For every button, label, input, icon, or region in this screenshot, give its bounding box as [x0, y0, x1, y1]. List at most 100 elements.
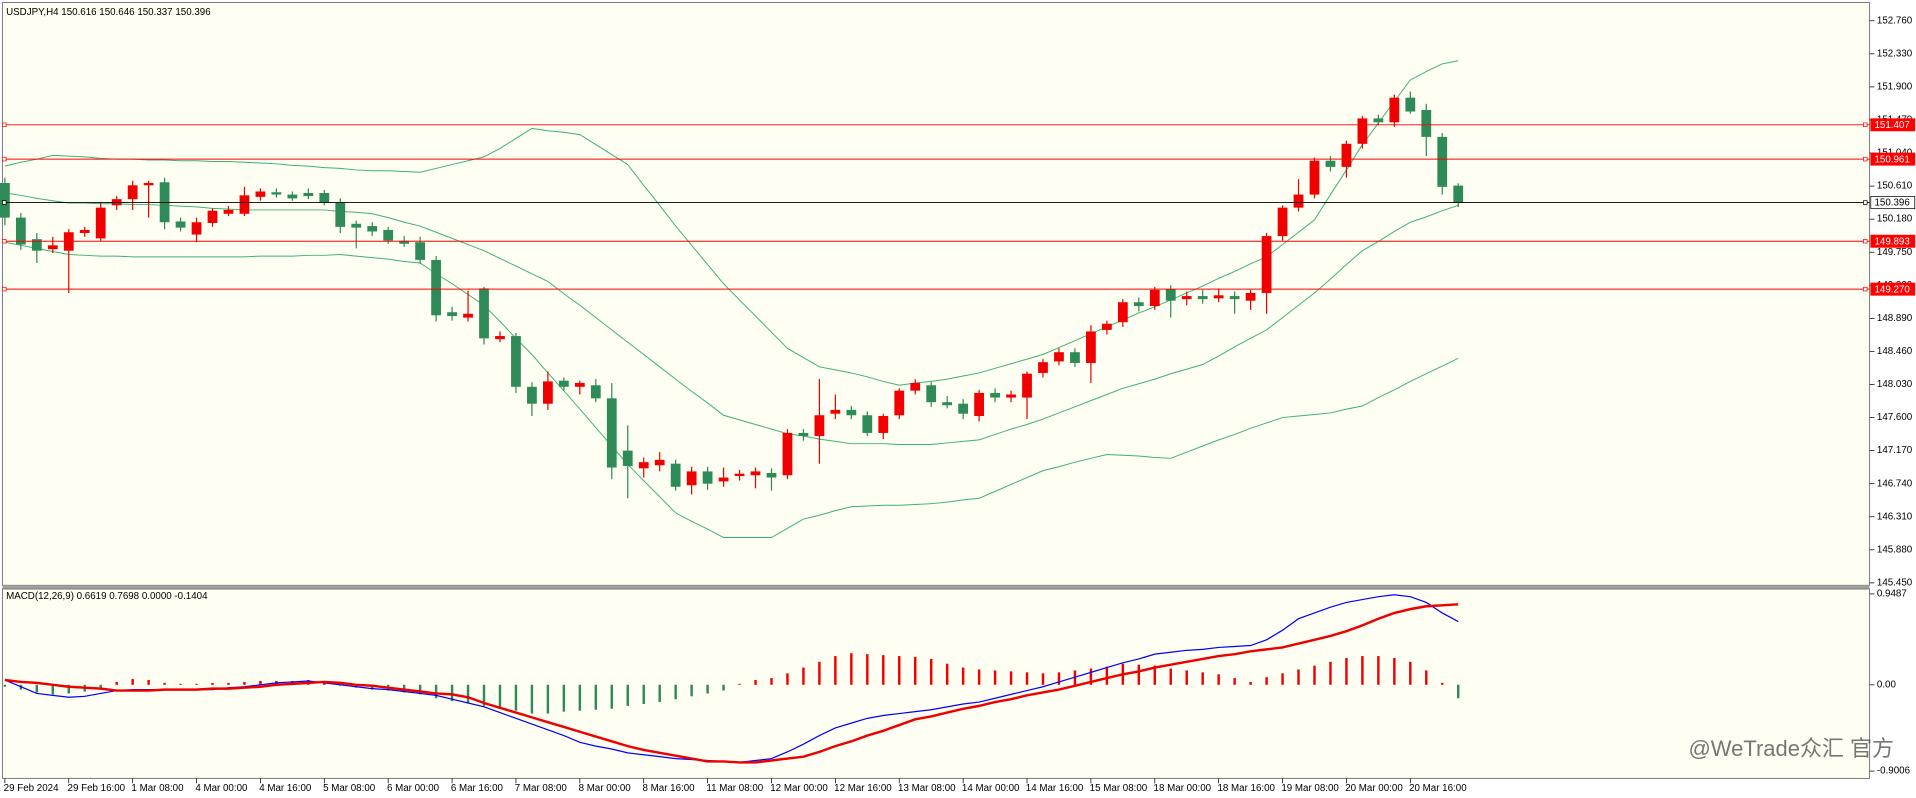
candle-body [1022, 373, 1032, 398]
histogram-bar [626, 684, 629, 706]
histogram-bar [1265, 677, 1268, 685]
candle-body [734, 473, 745, 476]
x-tick-label: 5 Mar 08:00 [323, 783, 376, 794]
histogram-bar [674, 684, 677, 700]
histogram-bar [514, 684, 518, 711]
candle-body [558, 380, 569, 387]
candle-body [1165, 289, 1176, 301]
x-tick-label: 14 Mar 00:00 [962, 783, 1020, 794]
y-tick-label: 148.030 [1877, 379, 1913, 390]
x-tick-label: 20 Mar 16:00 [1409, 783, 1467, 794]
candle-body [1181, 296, 1192, 300]
histogram-bar [530, 684, 534, 714]
histogram-bar [163, 682, 166, 685]
x-tick-label: 29 Feb 16:00 [68, 783, 126, 794]
histogram-bar [850, 653, 853, 685]
candle-body [175, 221, 186, 228]
histogram-bar [195, 683, 198, 685]
candle-body [1229, 296, 1240, 300]
histogram-bar [610, 684, 613, 709]
level-handle [2, 156, 7, 162]
candle-body [431, 259, 441, 316]
histogram-bar [786, 673, 789, 685]
candle-body [766, 472, 777, 478]
histogram-bar [754, 680, 757, 685]
level-handle [2, 286, 7, 292]
candle-body [878, 416, 889, 433]
candle-body [798, 432, 809, 437]
histogram-bar [642, 684, 645, 704]
candle-body [1341, 143, 1352, 167]
histogram-bar [450, 684, 454, 702]
candle-body [1261, 236, 1272, 293]
level-label: 150.961 [1874, 154, 1909, 165]
y-tick-label: 145.880 [1877, 544, 1913, 555]
candle-body [1149, 289, 1160, 307]
histogram-bar [1105, 666, 1109, 685]
x-tick-label: 13 Mar 08:00 [898, 783, 956, 794]
x-tick-label: 11 Mar 08:00 [706, 783, 763, 794]
candle-body [1117, 302, 1128, 323]
candle-body [95, 207, 106, 239]
histogram-bar [370, 684, 374, 690]
y-tick-label: 148.890 [1877, 313, 1913, 324]
x-tick-label: 8 Mar 00:00 [579, 783, 632, 794]
histogram-bar [35, 684, 39, 693]
line-series [4, 241, 1459, 539]
candle-body [15, 217, 26, 245]
histogram-bar [1089, 668, 1093, 685]
level-handle [2, 239, 7, 244]
histogram-bar [993, 670, 997, 685]
histogram-bar [1009, 671, 1013, 685]
candle-body [31, 239, 42, 251]
histogram-bar [546, 684, 550, 714]
chart-title: USDJPY,H4 150.616 150.646 150.337 150.39… [6, 7, 211, 18]
histogram-bar [658, 684, 661, 703]
histogram-bar [179, 683, 182, 685]
histogram-bar [977, 669, 981, 685]
histogram-bar [1457, 684, 1460, 699]
x-tick-label: 14 Mar 16:00 [1026, 783, 1084, 794]
histogram-bar [1297, 669, 1300, 685]
y-tick-label: 151.900 [1877, 81, 1913, 92]
candle-body [686, 471, 697, 486]
candle-body [590, 385, 601, 399]
histogram-bar [1169, 668, 1172, 685]
candle-body [958, 403, 969, 414]
histogram-bar [834, 656, 837, 685]
histogram-bar [1185, 670, 1188, 685]
candle-body [1405, 97, 1416, 112]
y-tick-label: 152.330 [1877, 48, 1913, 59]
level-handle [2, 122, 7, 128]
y-tick-label: 0.00 [1877, 679, 1897, 690]
candle-body [910, 382, 921, 391]
histogram-bar [211, 682, 214, 685]
histogram-bar [1425, 670, 1428, 685]
level-label-box [1870, 152, 1916, 166]
histogram-bar [1345, 657, 1348, 685]
histogram-bar [882, 655, 885, 685]
candle-body [750, 471, 761, 476]
candle-body [814, 415, 825, 437]
candle-body [527, 386, 537, 404]
candle-body [1086, 331, 1096, 363]
candle-body [0, 183, 10, 218]
candle-body [574, 382, 585, 387]
candle-body [1389, 97, 1400, 123]
x-tick-label: 19 Mar 08:00 [1281, 783, 1339, 794]
candle-body [670, 463, 681, 487]
candle-body [702, 471, 713, 484]
candle-body [543, 381, 553, 404]
histogram-bar [243, 681, 246, 685]
histogram-bar [1057, 672, 1061, 685]
candle-body [1453, 185, 1464, 203]
y-tick-label: 147.600 [1877, 412, 1913, 423]
histogram-bar [466, 684, 470, 704]
candle-body [207, 210, 218, 224]
x-tick-label: 1 Mar 08:00 [131, 783, 184, 794]
candle-body [239, 195, 250, 214]
candle-body [511, 336, 521, 387]
candle-body [718, 477, 729, 482]
histogram-bar [690, 684, 693, 697]
candle-body [1325, 160, 1336, 167]
